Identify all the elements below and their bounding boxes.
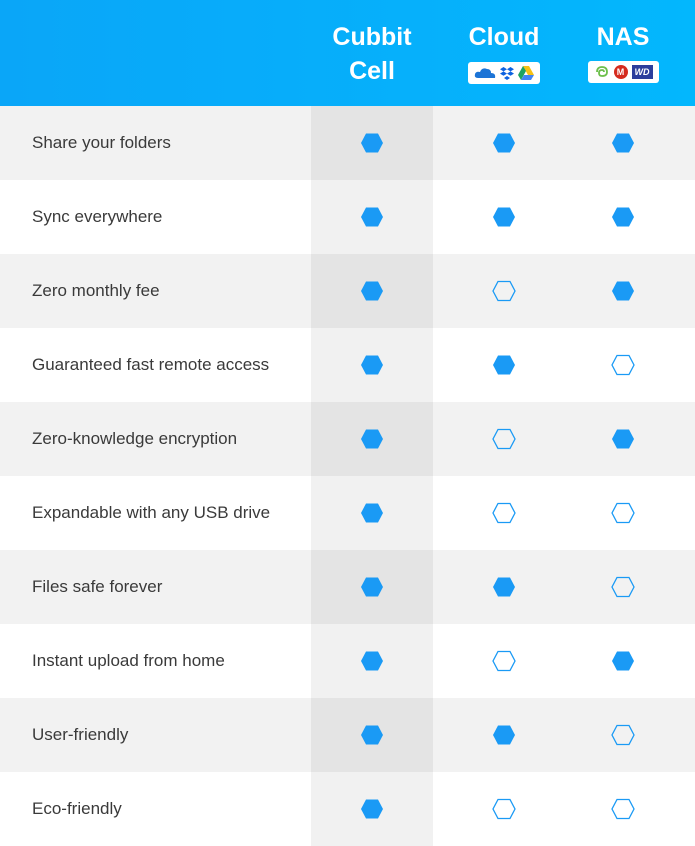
dropbox-icon: [500, 66, 514, 80]
hexagon-outline-icon: [492, 280, 516, 302]
table-row: Share your folders: [0, 106, 695, 180]
hexagon-filled-icon: [361, 577, 383, 597]
table-row: Files safe forever: [0, 550, 695, 624]
table-row: Zero monthly fee: [0, 254, 695, 328]
hexagon-outline-icon: [611, 576, 635, 598]
hexagon-filled-icon: [361, 651, 383, 671]
hexagon-filled-icon: [361, 725, 383, 745]
feature-label: Sync everywhere: [32, 207, 163, 226]
hexagon-filled-icon: [612, 429, 634, 449]
hexagon-filled-icon: [361, 281, 383, 301]
feature-label: Zero-knowledge encryption: [32, 429, 238, 448]
table-row: Expandable with any USB drive: [0, 476, 695, 550]
comparison-header: Cubbit Cell Cloud NAS M WD: [0, 0, 695, 106]
hexagon-filled-icon: [361, 503, 383, 523]
hexagon-filled-icon: [493, 207, 515, 227]
seagate-icon: [595, 66, 608, 77]
table-row: Guaranteed fast remote access: [0, 328, 695, 402]
table-row: Sync everywhere: [0, 180, 695, 254]
hexagon-filled-icon: [361, 133, 383, 153]
table-row: Instant upload from home: [0, 624, 695, 698]
hexagon-filled-icon: [493, 725, 515, 745]
column-title: NAS: [596, 23, 650, 51]
hexagon-filled-icon: [493, 133, 515, 153]
column-title: Cloud: [468, 23, 540, 51]
table-row: User-friendly: [0, 698, 695, 772]
onedrive-icon: [474, 68, 496, 78]
hexagon-filled-icon: [361, 355, 383, 375]
nas-logos: M WD: [587, 61, 659, 83]
hexagon-outline-icon: [611, 724, 635, 746]
feature-label: Files safe forever: [32, 577, 163, 596]
feature-label: Zero monthly fee: [32, 281, 160, 300]
wd-icon: WD: [631, 65, 653, 79]
hexagon-filled-icon: [612, 207, 634, 227]
feature-label: User-friendly: [32, 725, 129, 744]
hexagon-filled-icon: [493, 577, 515, 597]
hexagon-filled-icon: [361, 207, 383, 227]
hexagon-filled-icon: [361, 429, 383, 449]
hexagon-filled-icon: [493, 355, 515, 375]
hexagon-outline-icon: [492, 502, 516, 524]
maxtor-icon: M: [613, 65, 628, 79]
table-row: Zero-knowledge encryption: [0, 402, 695, 476]
hexagon-filled-icon: [612, 133, 634, 153]
google-drive-icon: [518, 66, 534, 80]
feature-label: Share your folders: [32, 133, 171, 152]
comparison-table: Share your folders Sync everywhere Zero mo…: [0, 106, 695, 846]
hexagon-outline-icon: [611, 502, 635, 524]
hexagon-outline-icon: [492, 798, 516, 820]
hexagon-outline-icon: [611, 798, 635, 820]
feature-label: Guaranteed fast remote access: [32, 355, 270, 374]
column-cubbit-cell: Cubbit Cell: [311, 20, 433, 88]
hexagon-outline-icon: [611, 354, 635, 376]
hexagon-filled-icon: [361, 799, 383, 819]
cloud-logos: [468, 62, 540, 84]
column-title: Cubbit: [332, 23, 412, 51]
hexagon-outline-icon: [492, 428, 516, 450]
column-nas: NAS M WD: [563, 20, 683, 88]
feature-label: Expandable with any USB drive: [32, 503, 271, 522]
column-cloud: Cloud: [444, 20, 564, 88]
hexagon-filled-icon: [612, 281, 634, 301]
hexagon-outline-icon: [492, 650, 516, 672]
feature-label: Instant upload from home: [32, 651, 225, 670]
column-title: Cell: [349, 57, 395, 85]
feature-label: Eco-friendly: [32, 799, 122, 818]
table-row: Eco-friendly: [0, 772, 695, 846]
hexagon-filled-icon: [612, 651, 634, 671]
